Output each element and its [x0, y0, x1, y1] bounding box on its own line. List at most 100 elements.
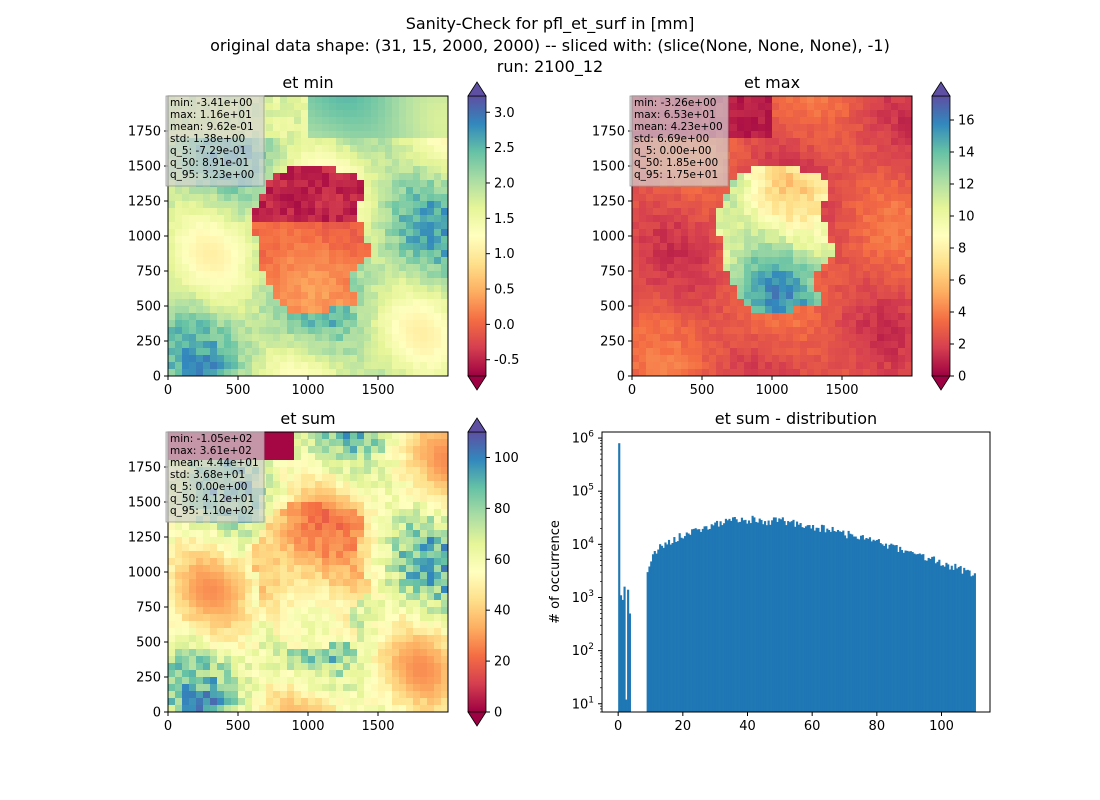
heatmap-cell [287, 579, 295, 587]
heatmap-cell [259, 607, 267, 615]
heatmap-cell [905, 348, 913, 356]
heatmap-cell [294, 691, 302, 699]
heatmap-cell [224, 586, 232, 594]
heatmap-cell [259, 362, 267, 370]
heatmap-cell [357, 264, 365, 272]
heatmap-cell [681, 341, 689, 349]
heatmap-cell [329, 551, 337, 559]
heatmap-cell [758, 96, 766, 104]
histogram-bar [671, 543, 674, 712]
heatmap-cell [364, 180, 372, 188]
heatmap-cell [814, 194, 822, 202]
heatmap-cell [898, 243, 906, 251]
heatmap-cell [287, 439, 295, 447]
heatmap-cell [378, 208, 386, 216]
heatmap-cell [905, 124, 913, 132]
heatmap-cell [336, 509, 344, 517]
heatmap-cell [294, 320, 302, 328]
heatmap-cell [856, 313, 864, 321]
heatmap-cell [378, 215, 386, 223]
heatmap-cell [751, 327, 759, 335]
heatmap-cell [315, 488, 323, 496]
heatmap-cell [301, 369, 309, 377]
heatmap-cell [891, 327, 899, 335]
heatmap-cell [744, 250, 752, 258]
heatmap-cell [786, 131, 794, 139]
heatmap-cell [406, 460, 414, 468]
heatmap-cell [343, 96, 351, 104]
heatmap-cell [427, 159, 435, 167]
heatmap-cell [210, 201, 218, 209]
heatmap-cell [420, 481, 428, 489]
heatmap-cell [891, 173, 899, 181]
heatmap-cell [842, 292, 850, 300]
heatmap-cell [842, 194, 850, 202]
heatmap-cell [294, 327, 302, 335]
heatmap-cell [245, 208, 253, 216]
heatmap-cell [653, 250, 661, 258]
heatmap-cell [336, 271, 344, 279]
heatmap-cell [357, 628, 365, 636]
heatmap-cell [758, 320, 766, 328]
heatmap-cell [189, 341, 197, 349]
heatmap-cell [217, 264, 225, 272]
heatmap-cell [182, 355, 190, 363]
heatmap-cell [315, 579, 323, 587]
heatmap-cell [385, 299, 393, 307]
heatmap-cell [217, 642, 225, 650]
heatmap-cell [322, 117, 330, 125]
histogram-bar [660, 545, 663, 712]
heatmap-cell [301, 222, 309, 230]
heatmap-cell [203, 698, 211, 706]
panel-title: et max [744, 73, 800, 92]
heatmap-cell [168, 698, 176, 706]
heatmap-cell [441, 194, 449, 202]
heatmap-cell [336, 516, 344, 524]
heatmap-cell [217, 537, 225, 545]
heatmap-cell [828, 215, 836, 223]
heatmap-cell [674, 264, 682, 272]
heatmap-cell [392, 131, 400, 139]
heatmap-cell [807, 299, 815, 307]
heatmap-cell [266, 628, 274, 636]
heatmap-cell [392, 628, 400, 636]
heatmap-cell [343, 229, 351, 237]
heatmap-cell [350, 558, 358, 566]
heatmap-cell [632, 236, 640, 244]
heatmap-cell [217, 194, 225, 202]
heatmap-cell [420, 691, 428, 699]
heatmap-cell [406, 509, 414, 517]
heatmap-cell [385, 194, 393, 202]
heatmap-cell [315, 159, 323, 167]
heatmap-cell [793, 285, 801, 293]
heatmap-cell [793, 103, 801, 111]
heatmap-cell [287, 152, 295, 160]
heatmap-cell [884, 355, 892, 363]
heatmap-cell [441, 474, 449, 482]
heatmap-cell [364, 586, 372, 594]
heatmap-cell [399, 341, 407, 349]
heatmap-cell [378, 565, 386, 573]
heatmap-cell [688, 327, 696, 335]
histogram-bar [623, 586, 626, 712]
heatmap-cell [744, 110, 752, 118]
heatmap-cell [632, 194, 640, 202]
y-tick-label: 0 [153, 706, 161, 721]
heatmap-cell [681, 271, 689, 279]
heatmap-cell [371, 530, 379, 538]
heatmap-cell [371, 229, 379, 237]
heatmap-cell [294, 684, 302, 692]
heatmap-cell [441, 642, 449, 650]
heatmap-cell [224, 551, 232, 559]
heatmap-cell [716, 327, 724, 335]
heatmap-cell [378, 278, 386, 286]
heatmap-cell [751, 201, 759, 209]
heatmap-cell [231, 579, 239, 587]
heatmap-cell [821, 96, 829, 104]
heatmap-cell [315, 684, 323, 692]
heatmap-cell [350, 131, 358, 139]
heatmap-cell [329, 530, 337, 538]
heatmap-cell [737, 320, 745, 328]
heatmap-cell [273, 355, 281, 363]
heatmap-cell [849, 327, 857, 335]
